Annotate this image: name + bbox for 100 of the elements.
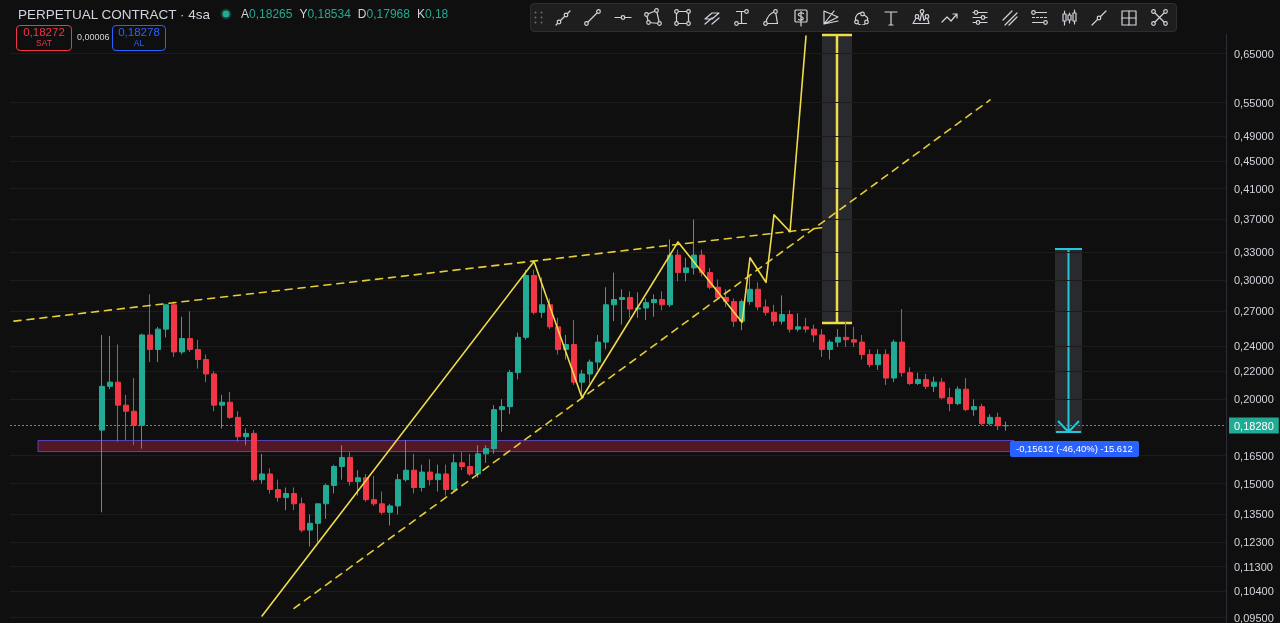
candlestick: [211, 370, 217, 412]
ref-line-label: 0,18280: [1234, 419, 1274, 432]
candlestick: [779, 294, 785, 326]
candlestick: [459, 451, 465, 471]
y-tick-label: 0,16500: [1234, 449, 1274, 462]
candlestick: [803, 317, 809, 334]
candlestick: [171, 301, 177, 358]
candlestick: [467, 453, 473, 477]
candlestick: [875, 348, 881, 371]
candlestick: [155, 326, 161, 363]
candlestick: [483, 444, 489, 464]
candlestick: [235, 410, 241, 443]
candlestick: [899, 308, 905, 378]
candlestick: [347, 451, 353, 487]
text: A0,18265: [241, 7, 293, 21]
candlestick: [811, 324, 817, 343]
candlestick: [579, 369, 585, 397]
annotation: SAT: [36, 38, 52, 49]
candlestick: [131, 377, 137, 446]
candlestick: [291, 487, 297, 511]
candlestick: [955, 385, 961, 406]
candlestick: [867, 348, 873, 368]
candlestick: [915, 372, 921, 386]
y-tick-label: 0,10400: [1234, 584, 1274, 597]
candlestick: [371, 475, 377, 507]
y-tick-label: 0,30000: [1234, 274, 1274, 287]
candlestick: [699, 249, 705, 277]
candlestick: [307, 513, 313, 548]
y-tick-label: 0,55000: [1234, 96, 1274, 109]
candlestick: [643, 297, 649, 321]
y-tick-label: 0,11300: [1234, 560, 1273, 573]
candlestick: [787, 309, 793, 334]
candlestick: [379, 491, 385, 515]
y-tick-label: 0,65000: [1234, 47, 1274, 60]
candlestick: [843, 320, 849, 348]
candlestick: [795, 312, 801, 332]
candlestick: [755, 281, 761, 311]
candlestick: [883, 348, 889, 386]
y-tick-label: 0,45000: [1234, 155, 1274, 168]
candlestick: [859, 334, 865, 361]
candlestick: [435, 464, 441, 492]
candlestick: [331, 464, 337, 495]
candlestick: [179, 316, 185, 355]
y-tick-label: 0,37000: [1234, 212, 1274, 225]
candlestick: [747, 274, 753, 306]
candlestick: [907, 366, 913, 386]
y-tick-label: 0,13500: [1234, 508, 1274, 521]
candlestick: [979, 403, 985, 426]
candlestick: [147, 293, 153, 363]
candlestick: [227, 391, 233, 420]
y-tick-label: 0,24000: [1234, 339, 1274, 352]
candlestick: [323, 483, 329, 520]
y-tick-label: 0,20000: [1234, 393, 1274, 406]
text: K0,18: [416, 7, 449, 21]
candlestick: [515, 332, 521, 380]
candlestick: [619, 288, 625, 326]
candlestick: [507, 369, 513, 415]
candlestick: [355, 469, 361, 497]
annotation: -0,15612 (-46,40%) -15.612: [1010, 441, 1139, 457]
candlestick: [683, 257, 689, 282]
y-tick-label: 0,49000: [1234, 130, 1274, 143]
candlestick: [411, 453, 417, 495]
candlestick: [763, 299, 769, 317]
candlestick: [107, 335, 113, 390]
text: D0,17968: [357, 7, 410, 21]
candlestick: [123, 394, 129, 441]
candlestick: [587, 359, 593, 385]
candlestick: [947, 387, 953, 412]
candlestick: [635, 291, 641, 319]
text: Y0,18534: [299, 7, 351, 21]
candlestick: [259, 453, 265, 485]
y-tick-label: 0,22000: [1234, 365, 1274, 378]
y-tick-label: 0,33000: [1234, 246, 1274, 259]
candlestick: [603, 286, 609, 350]
candlestick: [995, 412, 1001, 431]
candlestick: [315, 503, 321, 543]
candlestick: [611, 272, 617, 322]
y-tick-label: 0,15000: [1234, 477, 1274, 490]
candlestick: [539, 276, 545, 319]
candlestick: [163, 303, 169, 338]
candlestick: [667, 238, 673, 308]
candlestick: [931, 376, 937, 393]
candlestick: [531, 269, 537, 315]
line-series: [261, 35, 807, 617]
candlestick: [475, 444, 481, 479]
candlestick: [243, 427, 249, 446]
candlestick: [115, 344, 121, 443]
annotation: AL: [133, 38, 145, 49]
candlestick: [363, 473, 369, 503]
candlestick: [195, 339, 201, 370]
chart-title: PERPETUAL CONTRACT · 4sa: [18, 6, 211, 22]
candlestick: [443, 464, 449, 497]
sell-button: 0,18272 SAT: [16, 25, 72, 51]
candlestick: [395, 473, 401, 515]
candlestick: [651, 293, 657, 318]
candlestick: [187, 310, 193, 353]
candlestick: [891, 339, 897, 383]
candlestick: [675, 249, 681, 282]
candlestick: [427, 458, 433, 487]
candlestick: [299, 497, 305, 533]
